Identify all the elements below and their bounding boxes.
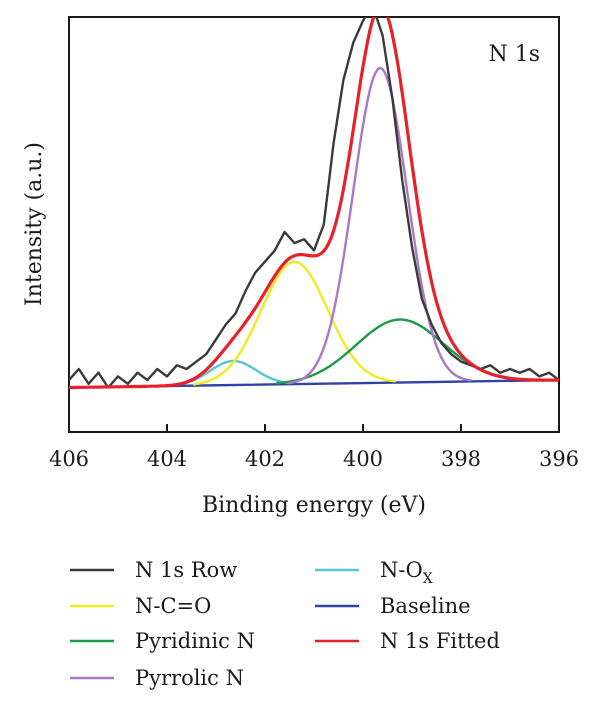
legend-label-nco: N-C=O: [135, 594, 211, 618]
legend-label-fitted: N 1s Fitted: [380, 629, 500, 653]
x-tick-label: 396: [539, 447, 579, 471]
series-pyrrolic-line: [288, 66, 472, 385]
legend-label-nox: N-OX: [380, 558, 433, 587]
panel-label: N 1s: [488, 42, 540, 67]
plot-frame: [68, 16, 560, 433]
x-axis-ticks: 406 404 402 400 398 396: [49, 424, 579, 471]
x-tick-label: 404: [147, 447, 187, 471]
legend-label-pyridinic: Pyridinic N: [135, 629, 255, 653]
legend-label-raw: N 1s Row: [135, 558, 237, 582]
curves-group: [69, 17, 559, 390]
y-axis-title: Intensity (a.u.): [22, 142, 47, 306]
legend-label-baseline: Baseline: [380, 594, 471, 618]
series-raw-line: [69, 17, 559, 389]
series-nco-line: [192, 260, 396, 386]
x-tick-label: 398: [441, 447, 481, 471]
x-axis-title: Binding energy (eV): [202, 493, 426, 518]
x-tick-label: 400: [343, 447, 383, 471]
x-tick-label: 402: [245, 447, 285, 471]
legend-label-pyrrolic: Pyrrolic N: [135, 666, 244, 690]
x-tick-label: 406: [49, 447, 89, 471]
series-fitted-line: [69, 17, 559, 390]
legend: N 1s Row N-C=O Pyridinic N Pyrrolic N N-OX Ba…: [70, 558, 500, 690]
